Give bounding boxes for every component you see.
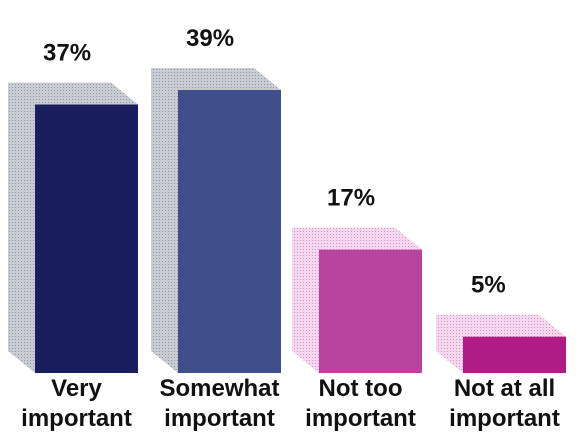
category-labels: Very important Somewhat important Not too imp… <box>21 375 560 432</box>
category-label: Very <box>51 375 102 402</box>
value-label: 39% <box>186 25 234 52</box>
value-labels: 37% 39% 17% 5% <box>43 25 506 299</box>
category-label: important <box>164 405 275 432</box>
value-label: 5% <box>471 272 506 299</box>
category-label: important <box>21 405 132 432</box>
bar <box>178 90 281 373</box>
bar <box>463 336 566 373</box>
value-label: 37% <box>43 40 91 67</box>
bar <box>35 104 138 373</box>
category-label: Somewhat <box>159 375 279 402</box>
category-label: Not at all <box>454 375 555 402</box>
category-label: important <box>449 405 560 432</box>
bar <box>319 249 422 373</box>
category-label: important <box>305 405 416 432</box>
value-label: 17% <box>327 185 375 212</box>
category-label: Not too <box>319 375 403 402</box>
bars <box>35 90 566 373</box>
